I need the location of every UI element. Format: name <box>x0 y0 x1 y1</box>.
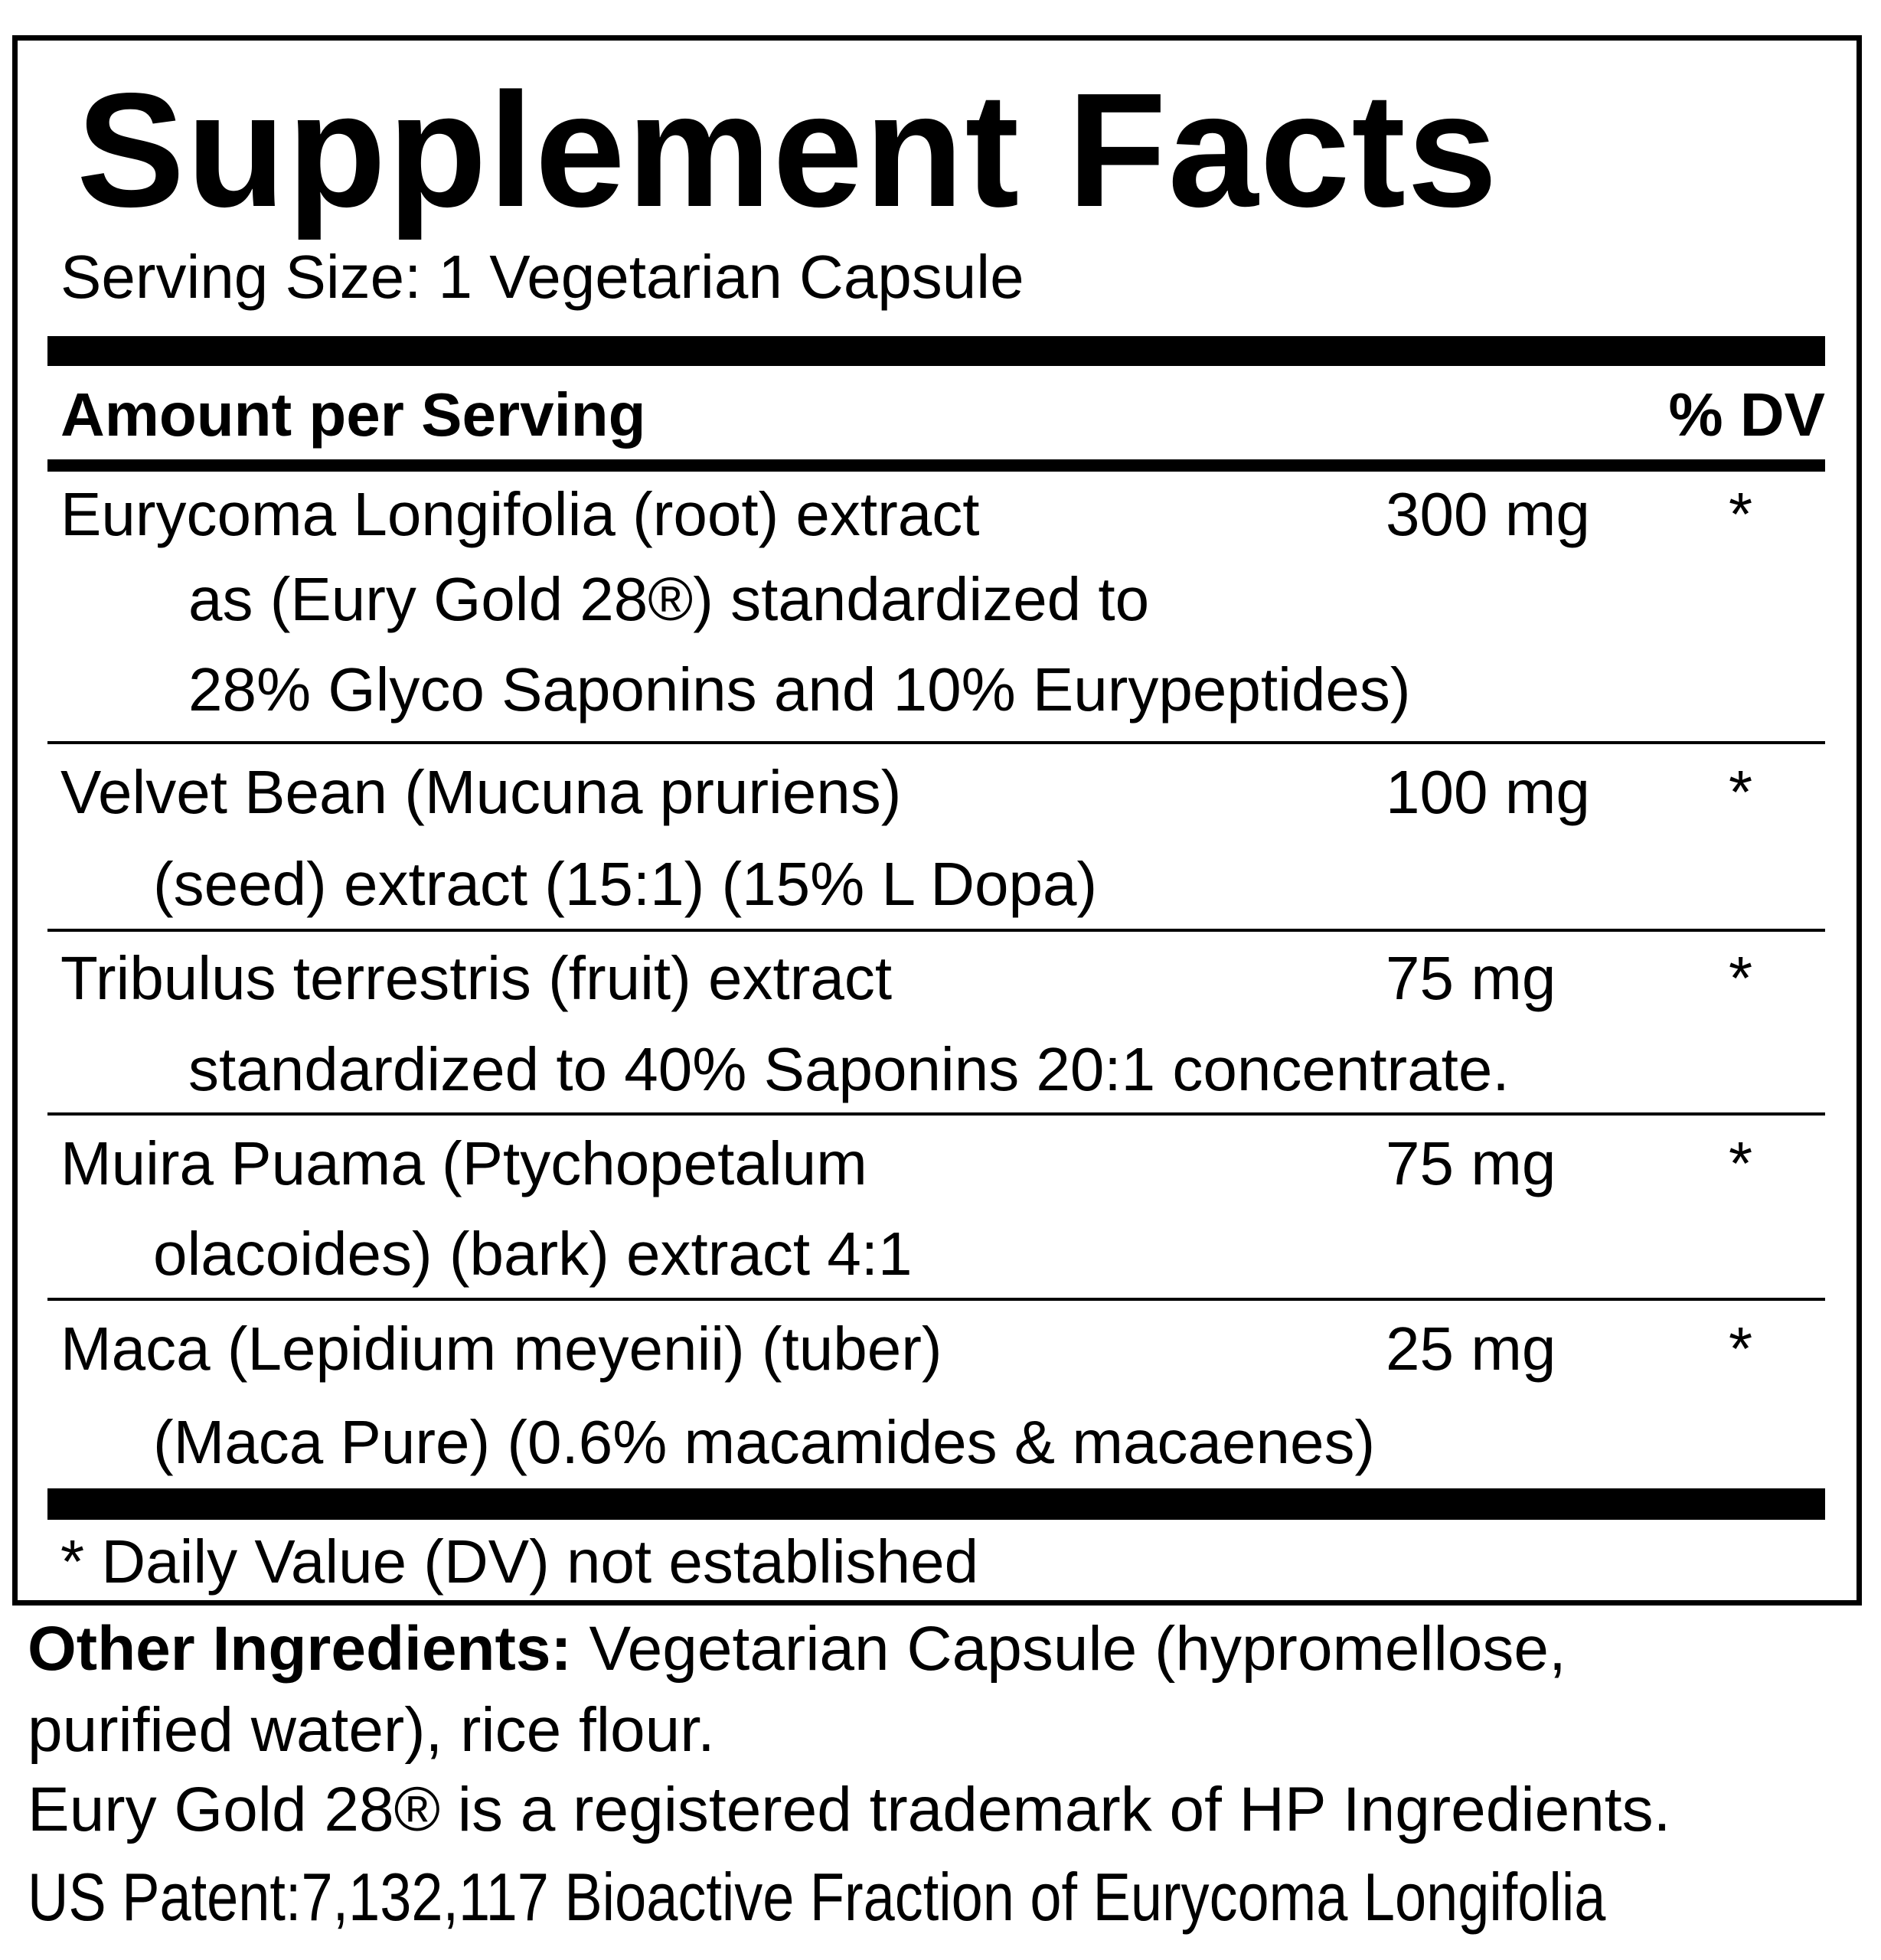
medium-divider <box>47 459 1825 472</box>
ingredient-name: Eurycoma Longifolia (root) extract <box>60 480 980 548</box>
other-ingredients-text-cont: purified water), rice flour. <box>28 1695 715 1765</box>
ingredient-amount: 75 mg <box>1386 944 1556 1012</box>
ingredient-dv: * <box>1729 944 1753 1012</box>
ingredient-detail: standardized to 40% Saponins 20:1 concen… <box>188 1035 1510 1103</box>
other-ingredients-text: Vegetarian Capsule (hypromellose, <box>571 1614 1566 1684</box>
other-ingredients: Other Ingredients: Vegetarian Capsule (h… <box>28 1618 1566 1681</box>
ingredient-dv: * <box>1729 1129 1753 1197</box>
ingredient-dv: * <box>1729 1315 1753 1383</box>
thick-divider <box>47 336 1825 366</box>
thick-divider <box>47 1488 1825 1520</box>
ingredient-amount: 100 mg <box>1386 758 1590 826</box>
dv-heading: % DV <box>1668 381 1826 449</box>
ingredient-dv: * <box>1729 758 1753 826</box>
trademark-notice: Eury Gold 28® is a registered trademark … <box>28 1775 1671 1844</box>
row-divider <box>47 741 1825 744</box>
supplement-facts-panel <box>12 35 1862 1606</box>
row-divider <box>47 1112 1825 1116</box>
row-divider <box>47 1298 1825 1301</box>
ingredient-detail: as (Eury Gold 28®) standardized to <box>188 565 1150 633</box>
ingredient-detail: 28% Glyco Saponins and 10% Eurypeptides) <box>188 655 1411 724</box>
ingredient-amount: 300 mg <box>1386 480 1590 548</box>
ingredient-name: Velvet Bean (Mucuna pruriens) <box>60 758 902 826</box>
ingredient-dv: * <box>1729 480 1753 548</box>
amount-per-serving-heading: Amount per Serving <box>60 381 646 449</box>
serving-size: Serving Size: 1 Vegetarian Capsule <box>60 243 1024 311</box>
ingredient-detail: (Maca Pure) (0.6% macamides & macaenes) <box>153 1408 1376 1476</box>
ingredient-name: Muira Puama (Ptychopetalum <box>60 1129 867 1197</box>
ingredient-amount: 75 mg <box>1386 1129 1556 1197</box>
ingredient-name: Tribulus terrestris (fruit) extract <box>60 944 893 1012</box>
ingredient-name: Maca (Lepidium meyenii) (tuber) <box>60 1315 942 1383</box>
other-ingredients-label: Other Ingredients: <box>28 1614 572 1684</box>
ingredient-detail: olacoides) (bark) extract 4:1 <box>153 1220 913 1288</box>
ingredient-detail: (seed) extract (15:1) (15% L Dopa) <box>153 850 1098 918</box>
footnote: * Daily Value (DV) not established <box>60 1527 979 1596</box>
page-title: Supplement Facts <box>77 59 1499 240</box>
row-divider <box>47 929 1825 932</box>
patent-notice: US Patent:7,132,117 Bioactive Fraction o… <box>28 1859 1606 1935</box>
ingredient-amount: 25 mg <box>1386 1315 1556 1383</box>
